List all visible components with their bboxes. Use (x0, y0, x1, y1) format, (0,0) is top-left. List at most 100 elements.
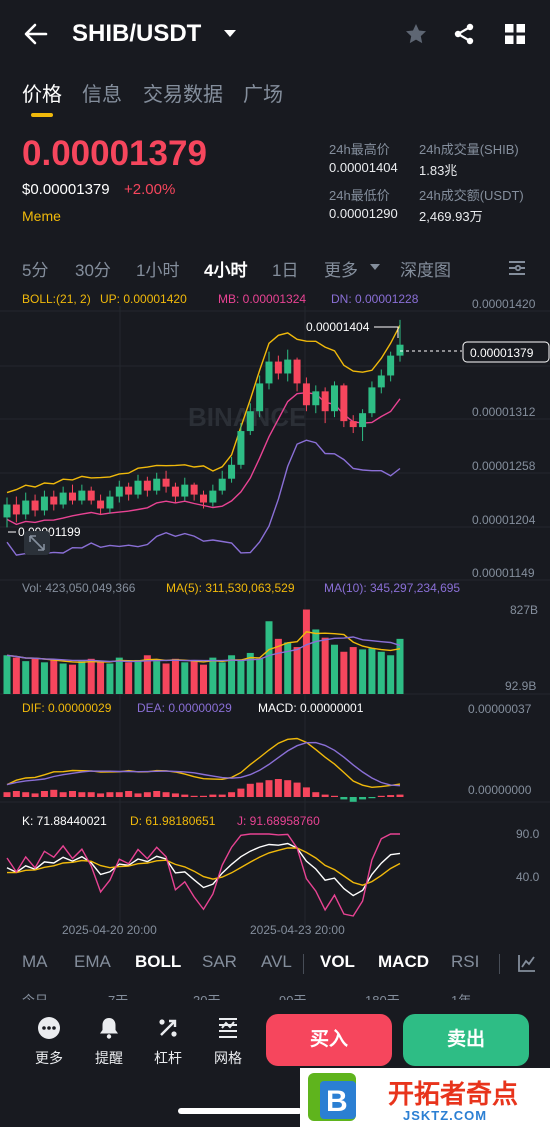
candle-body (106, 496, 114, 509)
vol-ma10-line (6, 636, 401, 663)
indicator-boll[interactable]: BOLL (135, 952, 182, 971)
interval-1h[interactable]: 1小时 (136, 261, 180, 280)
depth-chart-tab[interactable]: 深度图 (400, 261, 451, 280)
interval-more[interactable]: 更多 (324, 261, 358, 280)
candle-body (237, 431, 245, 465)
volume-bar (31, 658, 39, 694)
volume-bar (12, 657, 20, 694)
vol-ma5: MA(5): 311,530,063,529 (166, 581, 295, 595)
macd-bar (228, 792, 236, 797)
macd-dif: DIF: 0.00000029 (22, 701, 112, 715)
interval-1d[interactable]: 1日 (272, 261, 299, 280)
back-arrow-icon[interactable] (22, 20, 50, 48)
volume-bar (69, 664, 76, 694)
interval-bar: 5分 30分 1小时 4小时 1日 更多 深度图 (0, 256, 550, 282)
home-indicator[interactable] (178, 1108, 302, 1114)
macd-bar (396, 794, 404, 797)
macd-bar (387, 795, 395, 797)
indicator-settings-icon[interactable] (516, 952, 538, 974)
indicator-avl[interactable]: AVL (261, 952, 292, 971)
site-logo-icon: B (308, 1073, 356, 1121)
volume-base-value: 1.83兆 (419, 163, 458, 178)
volume-bar (302, 609, 310, 694)
kdj-j: J: 91.68958760 (237, 814, 320, 828)
kline-chart[interactable]: BINANCE BOLL:(21, 2) UP: 0.00001420 MB: … (0, 286, 550, 940)
alert-label: 提醒 (95, 1050, 123, 1066)
indicator-rsi[interactable]: RSI (451, 952, 480, 971)
grid-trading-button[interactable]: 网格 (203, 1016, 253, 1068)
interval-30m[interactable]: 30分 (75, 261, 111, 280)
pair-title[interactable]: SHIB/USDT (72, 20, 202, 47)
tab-square[interactable]: 广场 (243, 84, 283, 106)
candle-body (78, 490, 86, 501)
kdj-j-line (6, 833, 400, 917)
macd-bar (209, 794, 217, 797)
active-tab-underline (31, 113, 53, 117)
volume-bar (162, 663, 170, 694)
macd-bar (40, 791, 48, 797)
pair-dropdown-caret-icon[interactable] (224, 30, 236, 37)
macd-bar (331, 795, 338, 797)
macd-bar (87, 792, 95, 797)
volume-bar (218, 662, 226, 694)
volume-bar (181, 662, 189, 694)
macd-bar (181, 794, 189, 797)
more-button[interactable]: 更多 (24, 1016, 74, 1068)
volume-bar (190, 659, 198, 694)
volume-quote-value: 2,469.93万 (419, 209, 483, 224)
indicator-ma[interactable]: MA (22, 952, 48, 971)
buy-button[interactable]: 买入 (266, 1014, 392, 1066)
interval-5m[interactable]: 5分 (22, 261, 49, 280)
chart-grid (0, 306, 550, 926)
indicator-macd[interactable]: MACD (378, 952, 429, 971)
volume-bar (115, 657, 123, 694)
alert-button[interactable]: 提醒 (84, 1016, 134, 1068)
grid-icon[interactable] (503, 22, 527, 46)
svg-text:B: B (326, 1085, 348, 1118)
category-tag[interactable]: Meme (22, 208, 61, 224)
volume-bar (40, 662, 48, 694)
indicator-sar[interactable]: SAR (202, 952, 237, 971)
candle-body (349, 421, 357, 428)
candle-body (293, 359, 301, 384)
date-tick: 2025-04-20 20:00 (62, 923, 157, 937)
leverage-label: 杠杆 (154, 1050, 182, 1066)
candle-body (125, 486, 133, 495)
volume-bars (3, 609, 404, 694)
tab-info[interactable]: 信息 (82, 84, 122, 106)
star-icon[interactable] (404, 22, 428, 46)
candle-body (190, 484, 198, 495)
volume-bar (78, 661, 86, 694)
more-label: 更多 (35, 1050, 63, 1066)
vol-axis-bottom: 92.9B (505, 679, 536, 693)
reset-zoom-icon[interactable] (24, 531, 50, 555)
volume-bar (359, 649, 367, 694)
volume-bar (134, 659, 142, 694)
volume-bar (387, 655, 395, 694)
candle-body (368, 387, 376, 414)
leverage-button[interactable]: 杠杆 (143, 1016, 193, 1068)
more-caret-icon (370, 264, 380, 270)
chart-settings-icon[interactable] (507, 258, 527, 278)
interval-4h[interactable]: 4小时 (204, 261, 248, 280)
candle-body (340, 385, 348, 422)
indicator-vol[interactable]: VOL (320, 952, 355, 971)
candle-body (312, 391, 320, 406)
candle-body (359, 413, 367, 428)
volume-bar (228, 655, 236, 694)
candle-body (396, 344, 404, 356)
tab-trading-data[interactable]: 交易数据 (143, 84, 223, 106)
vol-axis-top: 827B (510, 603, 538, 617)
price-tick: 0.00001258 (472, 459, 536, 473)
indicator-ema[interactable]: EMA (74, 952, 111, 971)
macd-axis-top: 0.00000037 (468, 702, 532, 716)
candle-body (12, 504, 20, 515)
macd-bar (78, 792, 86, 797)
candle-body (22, 500, 30, 515)
macd-bar (69, 791, 76, 797)
volume-bar (125, 662, 133, 694)
share-icon[interactable] (452, 22, 476, 46)
volume-bar (321, 637, 329, 694)
sell-button[interactable]: 卖出 (403, 1014, 529, 1066)
tab-price[interactable]: 价格 (22, 84, 62, 106)
